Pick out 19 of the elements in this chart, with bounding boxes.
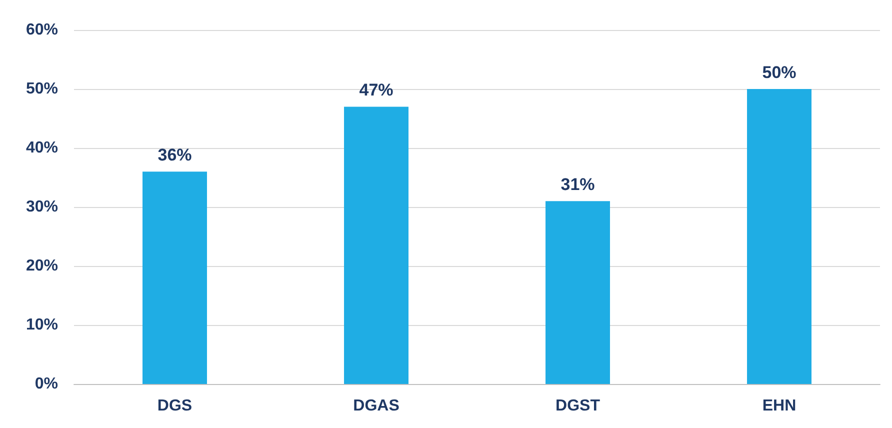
data-label: 36%: [158, 146, 192, 165]
y-tick-label: 0%: [34, 376, 58, 392]
data-label: 47%: [359, 80, 394, 100]
bar: [747, 89, 812, 384]
x-tick-label: DGS: [157, 398, 192, 414]
x-tick-label: DGST: [556, 398, 600, 414]
y-tick-label: 30%: [26, 198, 58, 216]
x-tick-label: DGAS: [353, 398, 400, 414]
y-tick-label: 60%: [26, 22, 58, 38]
bar: [546, 201, 610, 384]
data-label: 31%: [560, 175, 595, 194]
x-tick-label: EHN: [762, 398, 796, 414]
bar: [142, 172, 207, 384]
y-tick-label: 50%: [26, 80, 58, 98]
y-tick-label: 10%: [26, 316, 58, 334]
data-label: 50%: [762, 63, 796, 82]
bar: [344, 106, 408, 384]
y-tick-label: 40%: [26, 140, 58, 156]
y-tick-label: 20%: [26, 258, 58, 274]
